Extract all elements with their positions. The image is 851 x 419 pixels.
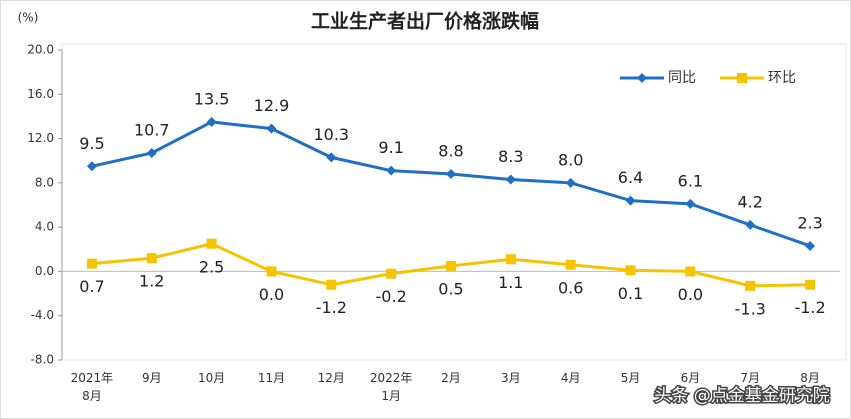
point [146, 147, 157, 158]
y-tick-label: 16.0 [27, 87, 54, 101]
point [685, 198, 696, 209]
value-label: -1.3 [735, 299, 766, 318]
x-tick-label: 11月 [258, 371, 285, 385]
point [625, 195, 636, 206]
value-label: 1.1 [498, 273, 523, 292]
point [266, 266, 277, 277]
watermark: 头条 @点金基金研究院 [654, 386, 829, 406]
value-label: 0.0 [678, 285, 703, 304]
legend-marker [637, 73, 647, 83]
legend-marker [737, 73, 747, 83]
value-label: 0.1 [618, 284, 643, 303]
y-tick-label: 8.0 [35, 175, 54, 189]
x-tick-label: 2月 [441, 371, 461, 385]
y-tick-label: 4.0 [35, 220, 54, 234]
point [505, 174, 516, 185]
x-tick-label: 4月 [561, 371, 581, 385]
value-label: 0.6 [558, 278, 583, 297]
y-unit: (%) [18, 11, 39, 25]
value-label: 12.9 [254, 96, 290, 115]
point [206, 116, 217, 127]
y-tick-label: -4.0 [31, 308, 54, 322]
value-label: 0.7 [79, 277, 104, 296]
point [86, 258, 97, 269]
value-label: 9.1 [378, 138, 403, 157]
point [446, 169, 456, 179]
y-tick-label: 0.0 [35, 264, 54, 278]
point [386, 165, 397, 176]
legend-label: 同比 [668, 70, 696, 86]
point [446, 260, 456, 271]
value-label: 2.3 [797, 213, 822, 232]
legend-label: 环比 [768, 70, 796, 86]
x-tick-label: 10月 [198, 371, 225, 385]
point [505, 254, 516, 265]
y-tick-label: 20.0 [27, 43, 54, 57]
x-tick-label: 9月 [142, 371, 162, 385]
value-label: -1.2 [794, 298, 825, 317]
point [565, 177, 576, 188]
point [745, 280, 756, 291]
value-label: 8.3 [498, 147, 523, 166]
value-label: -1.2 [316, 298, 347, 317]
value-label: -0.2 [376, 287, 407, 306]
point [326, 152, 337, 163]
x-tick-label: 3月 [501, 371, 521, 385]
x-tick-label: 12月 [318, 371, 345, 385]
value-label: 8.8 [438, 142, 463, 161]
point [565, 259, 576, 270]
point [386, 268, 397, 279]
x-tick-label: 2022年 1月 [370, 371, 413, 403]
point [266, 123, 277, 134]
point [805, 279, 816, 290]
value-label: 0.5 [438, 279, 463, 298]
value-label: 4.2 [738, 192, 763, 211]
value-label: 8.0 [558, 150, 583, 169]
value-label: 13.5 [194, 89, 230, 108]
y-tick-label: 12.0 [27, 131, 54, 145]
value-label: 10.3 [313, 125, 349, 144]
point [146, 253, 157, 264]
chart-title: 工业生产者出厂价格涨跌幅 [311, 10, 539, 33]
point [685, 266, 696, 277]
point [86, 161, 97, 172]
point [326, 279, 337, 290]
value-label: 2.5 [199, 257, 224, 276]
x-tick-label: 8月 [800, 371, 820, 385]
value-label: 10.7 [134, 120, 170, 139]
y-tick-label: -8.0 [31, 353, 54, 367]
point [745, 219, 756, 230]
x-tick-label: 6月 [681, 371, 701, 385]
x-tick-label: 2021年 8月 [71, 371, 114, 403]
x-tick-label: 7月 [740, 371, 760, 385]
value-label: 6.1 [678, 171, 703, 190]
point [625, 265, 636, 276]
value-label: 1.2 [139, 272, 164, 291]
point [805, 240, 816, 251]
point [206, 238, 217, 249]
value-label: 6.4 [618, 168, 643, 187]
x-tick-label: 5月 [621, 371, 641, 385]
value-label: 0.0 [259, 285, 284, 304]
value-label: 9.5 [79, 134, 104, 153]
